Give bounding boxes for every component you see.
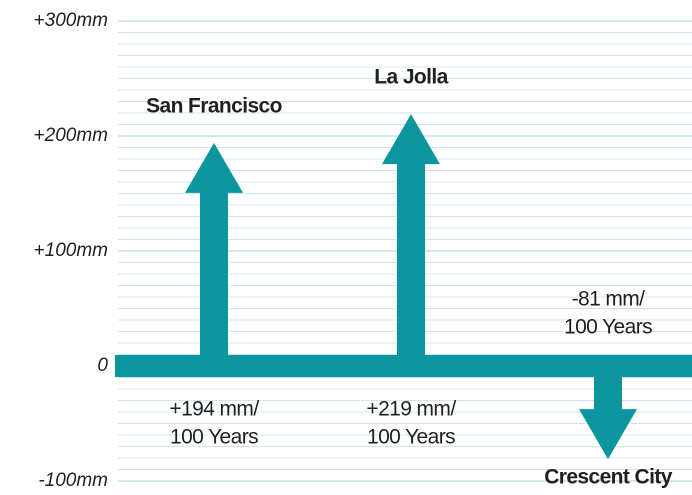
value-label: 100 Years [170, 426, 258, 449]
arrow [382, 114, 440, 367]
value-label: 100 Years [367, 426, 455, 449]
y-tick-label: -100mm [38, 470, 108, 491]
y-tick-label: +100mm [34, 240, 108, 261]
value-label: -81 mm/ [572, 288, 646, 311]
category-label: Crescent City [544, 466, 673, 489]
value-label: +194 mm/ [169, 398, 259, 421]
category-label: San Francisco [146, 94, 282, 117]
value-label: +219 mm/ [366, 398, 456, 421]
y-tick-label: +300mm [34, 10, 108, 31]
value-label: 100 Years [564, 316, 652, 339]
y-tick-label: 0 [97, 355, 108, 376]
y-tick-label: +200mm [34, 125, 108, 146]
category-label: La Jolla [374, 66, 448, 89]
arrow [579, 366, 637, 460]
arrow [185, 142, 243, 366]
